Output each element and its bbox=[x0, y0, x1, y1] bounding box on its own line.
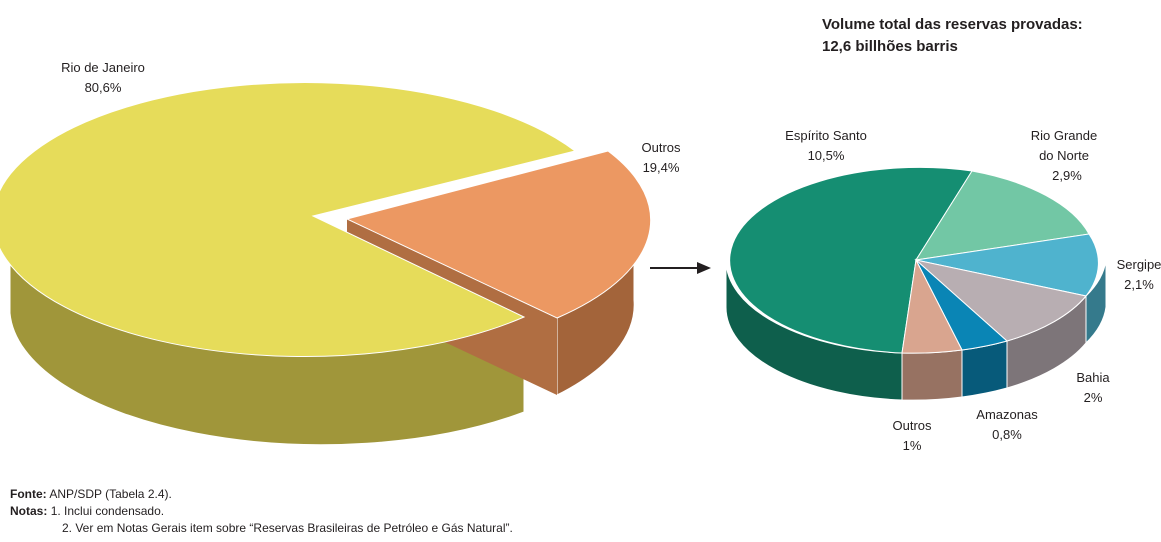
slice-espirito-santo bbox=[729, 166, 973, 354]
source-text: ANP/SDP (Tabela 2.4). bbox=[49, 487, 172, 501]
value-bahia: 2% bbox=[1084, 390, 1103, 405]
chart-title: Volume total das reservas provadas: 12,6… bbox=[822, 14, 1083, 58]
label-rio-grande-line2: do Norte bbox=[1039, 148, 1089, 163]
pie-left: Rio de Janeiro 80,6% Outros 19,4% bbox=[0, 60, 681, 446]
source-label: Fonte: bbox=[10, 487, 47, 501]
slice-outros-left bbox=[345, 150, 652, 319]
label-rio-de-janeiro: Rio de Janeiro bbox=[61, 60, 145, 75]
note-1: 1. Inclui condensado. bbox=[50, 504, 165, 518]
value-sergipe: 2,1% bbox=[1124, 277, 1154, 292]
label-sergipe: Sergipe bbox=[1117, 257, 1161, 272]
pie-right: Espírito Santo 10,5% Rio Grande do Norte… bbox=[725, 128, 1161, 453]
chart-title-line1: Volume total das reservas provadas: bbox=[822, 16, 1083, 33]
slice-outros-right bbox=[901, 258, 963, 354]
value-amazonas: 0,8% bbox=[992, 427, 1022, 442]
label-outros-left: Outros bbox=[641, 140, 681, 155]
value-outros-right: 1% bbox=[903, 438, 922, 453]
label-amazonas: Amazonas bbox=[976, 407, 1038, 422]
slice-rio-de-janeiro bbox=[0, 82, 577, 357]
value-rio-de-janeiro: 80,6% bbox=[85, 80, 122, 95]
footer-notes: Fonte: ANP/SDP (Tabela 2.4). Notas: 1. I… bbox=[10, 486, 513, 537]
label-outros-right: Outros bbox=[892, 418, 932, 433]
slice-rio-grande-do-norte bbox=[914, 170, 1090, 261]
slice-side-outros-right bbox=[901, 349, 963, 401]
label-bahia: Bahia bbox=[1076, 370, 1110, 385]
note-line-1: Notas: 1. Inclui condensado. bbox=[10, 503, 513, 520]
notes-label: Notas: bbox=[10, 504, 48, 518]
value-espirito-santo: 10,5% bbox=[808, 148, 845, 163]
slice-side-sergipe bbox=[1085, 259, 1107, 345]
value-rio-grande-do-norte: 2,9% bbox=[1052, 168, 1082, 183]
slice-sergipe bbox=[915, 233, 1099, 297]
note-2: 2. Ver em Notas Gerais item sobre “Reser… bbox=[62, 521, 513, 535]
source-line: Fonte: ANP/SDP (Tabela 2.4). bbox=[10, 486, 513, 503]
chart-title-line2: 12,6 billhões barris bbox=[822, 38, 958, 55]
arrow-icon bbox=[650, 262, 711, 274]
slice-bahia bbox=[914, 259, 1087, 342]
label-espirito-santo: Espírito Santo bbox=[785, 128, 867, 143]
value-outros-left: 19,4% bbox=[643, 160, 680, 175]
label-rio-grande-line1: Rio Grande bbox=[1031, 128, 1097, 143]
note-line-2: 2. Ver em Notas Gerais item sobre “Reser… bbox=[10, 520, 513, 537]
